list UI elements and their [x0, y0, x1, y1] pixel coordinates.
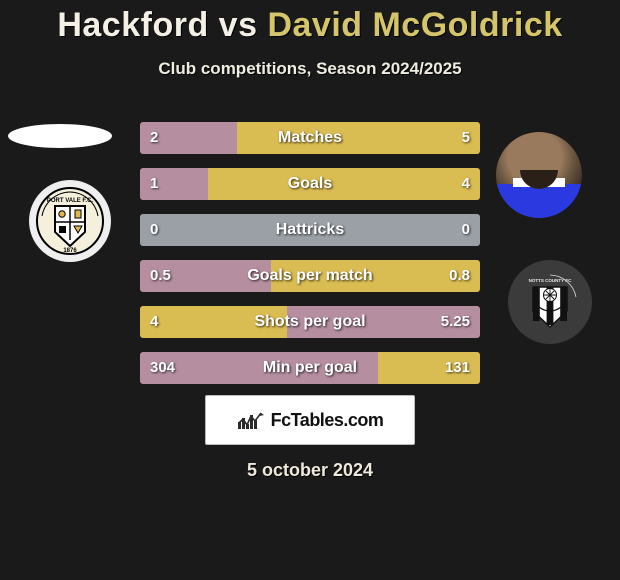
stat-value-right: 5.25	[441, 306, 470, 338]
brand-box: FcTables.com	[205, 395, 415, 445]
title-player2: David McGoldrick	[267, 6, 562, 44]
stat-bar-right	[208, 168, 480, 200]
fctables-logo-icon	[237, 410, 265, 430]
stat-value-left: 0.5	[150, 260, 171, 292]
date-text: 5 october 2024	[0, 460, 620, 481]
club-crest-left: PORT VALE F.C. 1876	[29, 180, 111, 262]
club-crest-right: NOTTS COUNTY FC	[508, 260, 592, 344]
stat-row: 304131Min per goal	[140, 352, 480, 384]
stat-value-left: 4	[150, 306, 158, 338]
title-player1: Hackford	[57, 6, 208, 44]
comparison-bars: 25Matches14Goals00Hattricks0.50.8Goals p…	[140, 122, 480, 398]
stat-bar-right	[310, 214, 480, 246]
stat-value-right: 5	[462, 122, 470, 154]
stat-bar-left	[140, 352, 378, 384]
brand-text: FcTables.com	[271, 410, 384, 431]
stat-value-right: 0.8	[449, 260, 470, 292]
stat-bar-left	[140, 306, 287, 338]
stat-row: 45.25Shots per goal	[140, 306, 480, 338]
player1-avatar	[8, 124, 112, 148]
title-vs: vs	[219, 6, 258, 44]
subtitle: Club competitions, Season 2024/2025	[0, 59, 620, 79]
stat-value-left: 0	[150, 214, 158, 246]
port-vale-crest-icon: PORT VALE F.C. 1876	[35, 186, 105, 256]
stat-value-left: 1	[150, 168, 158, 200]
stat-row: 0.50.8Goals per match	[140, 260, 480, 292]
stat-value-right: 0	[462, 214, 470, 246]
player2-avatar	[496, 132, 582, 218]
svg-text:NOTTS COUNTY FC: NOTTS COUNTY FC	[529, 278, 572, 283]
stat-value-right: 4	[462, 168, 470, 200]
page-title: Hackford vs David McGoldrick	[0, 0, 620, 45]
stat-bar-left	[140, 214, 310, 246]
stat-value-right: 131	[445, 352, 470, 384]
player2-shirt	[496, 184, 582, 218]
stat-row: 25Matches	[140, 122, 480, 154]
stat-bar-right	[237, 122, 480, 154]
stat-value-left: 2	[150, 122, 158, 154]
stat-value-left: 304	[150, 352, 175, 384]
svg-text:PORT VALE F.C.: PORT VALE F.C.	[47, 198, 94, 204]
stat-row: 00Hattricks	[140, 214, 480, 246]
stat-row: 14Goals	[140, 168, 480, 200]
svg-text:1876: 1876	[63, 248, 77, 254]
notts-county-crest-icon: NOTTS COUNTY FC	[519, 271, 581, 333]
